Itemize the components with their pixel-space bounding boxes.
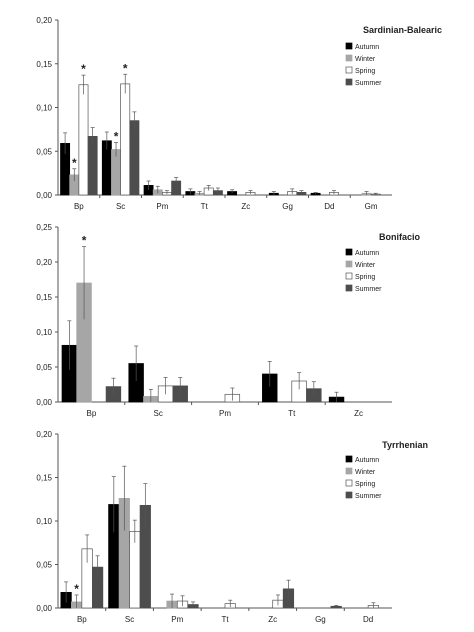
y-tick-label: 0,05 (36, 561, 52, 570)
legend-swatch (345, 272, 353, 280)
y-tick-label: 0,15 (36, 474, 52, 483)
legend-swatch (345, 78, 353, 86)
y-tick-label: 0,05 (36, 363, 52, 372)
legend-swatch (345, 54, 353, 62)
legend-swatch (345, 455, 353, 463)
legend-swatch (345, 491, 353, 499)
x-tick-label: Tt (221, 615, 229, 624)
legend-label: Summer (355, 80, 382, 87)
y-tick-label: 0,20 (36, 16, 52, 25)
legend-swatch (345, 260, 353, 268)
bar (78, 84, 89, 196)
y-tick-label: 0,00 (36, 604, 52, 613)
bar (87, 136, 98, 196)
legend-swatch (345, 42, 353, 50)
x-tick-label: Dd (363, 615, 373, 624)
x-tick-label: Sc (116, 202, 125, 211)
chart-panel-1: 0,00 0,05 0,10 0,15 0,20 Bp Sc Pm Tt Zc Gg Dd Gm * * * *… (36, 16, 442, 211)
legend-label: Spring (355, 481, 375, 488)
y-tick-label: 0,10 (36, 517, 52, 526)
significance-marker: * (72, 156, 77, 170)
legend-label: Winter (355, 469, 376, 476)
legend-label: Autumn (355, 457, 379, 464)
x-tick-label: Bp (77, 615, 87, 624)
x-tick-label: Gm (365, 202, 378, 211)
x-tick-label: Zc (354, 409, 363, 418)
x-tick-label: Bp (74, 202, 84, 211)
y-tick-label: 0,20 (36, 430, 52, 439)
y-tick-label: 0,00 (36, 398, 52, 407)
chart-panel-2: 0,00 0,05 0,10 0,15 0,20 0,25 Bp Sc Pm Tt Zc * Bonif… (36, 223, 420, 418)
significance-marker: * (123, 61, 128, 75)
y-tick-label: 0,00 (36, 191, 52, 200)
significance-marker: * (82, 234, 87, 248)
bar (120, 83, 131, 196)
y-tick-label: 0,15 (36, 293, 52, 302)
legend-label: Autumn (355, 44, 379, 51)
chart-title: Sardinian-Balearic (363, 25, 442, 35)
legend-label: Spring (355, 68, 375, 75)
legend-label: Winter (355, 262, 376, 269)
chart-panel-3: 0,00 0,05 0,10 0,15 0,20 Bp Sc Pm Tt Zc Gg Dd * Tyrrh… (36, 430, 428, 624)
y-tick-label: 0,10 (36, 104, 52, 113)
x-tick-label: Gg (315, 615, 326, 624)
x-tick-label: Tt (288, 409, 296, 418)
x-tick-label: Gg (282, 202, 293, 211)
bar (129, 120, 140, 196)
x-tick-label: Pm (219, 409, 231, 418)
significance-marker: * (74, 582, 79, 596)
x-tick-label: Zc (268, 615, 277, 624)
legend-swatch (345, 479, 353, 487)
x-tick-label: Zc (241, 202, 250, 211)
y-tick-label: 0,25 (36, 223, 52, 232)
bar (129, 531, 141, 609)
legend-swatch (345, 248, 353, 256)
y-tick-label: 0,15 (36, 60, 52, 69)
x-tick-label: Bp (87, 409, 97, 418)
legend-label: Summer (355, 493, 382, 500)
legend-swatch (345, 467, 353, 475)
x-tick-label: Sc (125, 615, 134, 624)
x-tick-label: Pm (171, 615, 183, 624)
chart-title: Tyrrhenian (382, 440, 428, 450)
significance-marker: * (81, 62, 86, 76)
y-tick-label: 0,10 (36, 328, 52, 337)
y-tick-label: 0,20 (36, 258, 52, 267)
chart-title: Bonifacio (379, 232, 421, 242)
y-tick-label: 0,05 (36, 147, 52, 156)
legend-label: Spring (355, 274, 375, 281)
x-tick-label: Pm (156, 202, 168, 211)
legend-label: Winter (355, 56, 376, 63)
x-tick-label: Sc (154, 409, 163, 418)
legend-swatch (345, 66, 353, 74)
legend-label: Autumn (355, 250, 379, 257)
x-tick-label: Tt (201, 202, 209, 211)
significance-marker: * (114, 130, 119, 144)
x-tick-label: Dd (324, 202, 334, 211)
legend-label: Summer (355, 286, 382, 293)
legend-swatch (345, 284, 353, 292)
